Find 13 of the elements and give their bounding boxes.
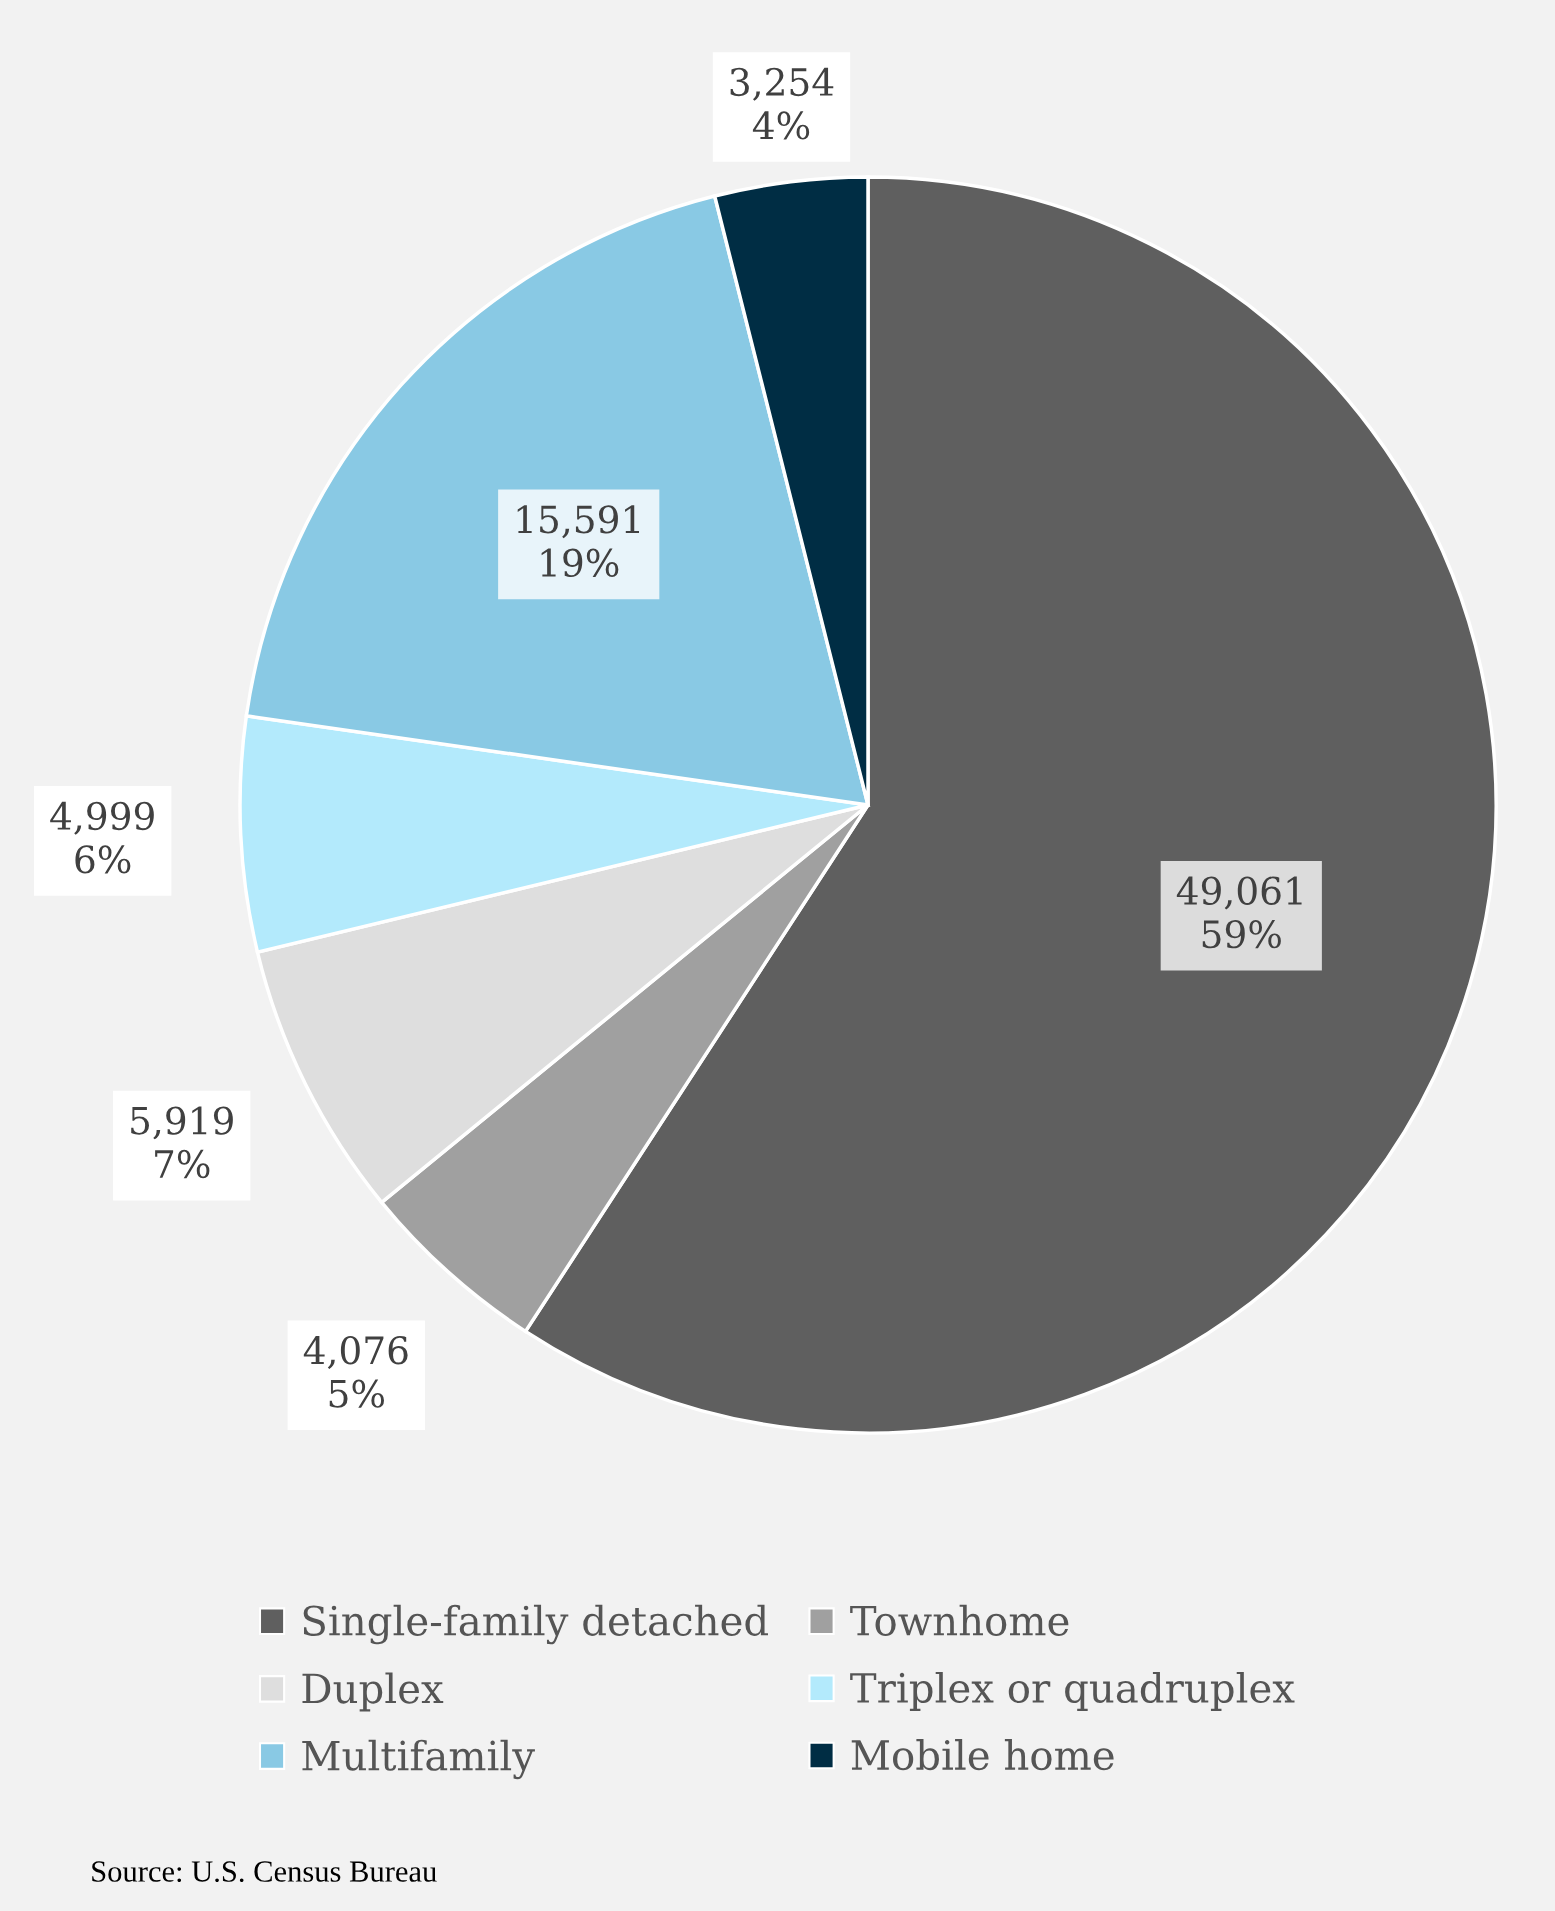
legend-label: Single-family detached <box>303 1604 768 1645</box>
data-label: 15,591 19% <box>517 505 640 577</box>
legend-label: Townhome <box>850 1604 1069 1636</box>
data-label: 4,076 5% <box>303 1336 408 1408</box>
data-label: 49,061 59% <box>1176 876 1302 949</box>
data-label: 4,999 6% <box>50 801 154 874</box>
source-note: Source: U.S. Census Bureau <box>92 1861 437 1882</box>
legend-label: Multifamily <box>302 1739 535 1780</box>
data-label: 5,919 7% <box>131 1106 233 1179</box>
legend-label: Mobile home <box>851 1739 1114 1771</box>
data-label: 3,254 4% <box>730 67 834 140</box>
legend-label: Triplex or quadruplex <box>850 1671 1295 1711</box>
legend-label: Duplex <box>302 1672 444 1712</box>
